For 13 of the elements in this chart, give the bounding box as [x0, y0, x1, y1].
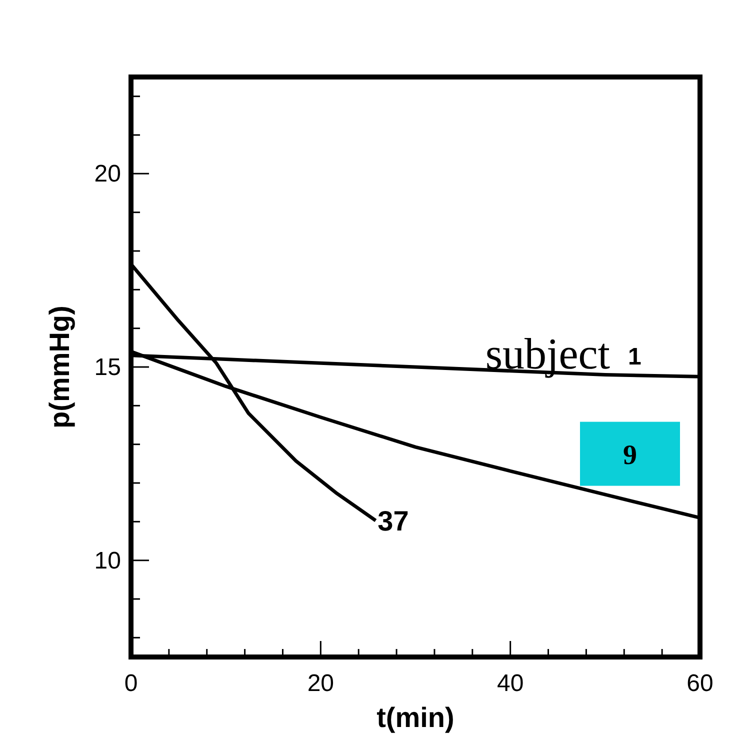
x-axis-title: t(min)	[376, 702, 454, 733]
x-tick-label: 40	[496, 670, 524, 697]
x-tick-label: 20	[307, 670, 334, 697]
y-tick-label: 15	[94, 354, 121, 381]
series-label: 1	[628, 344, 642, 371]
y-tick-label: 20	[94, 160, 121, 188]
y-tick-label: 10	[94, 547, 121, 574]
series-label: 9	[623, 440, 637, 471]
x-tick-label: 60	[686, 670, 714, 697]
series-label: 37	[378, 506, 409, 537]
y-axis-title: p(mmHg)	[44, 306, 75, 428]
x-tick-label: 0	[124, 670, 138, 697]
annotation: subject	[485, 330, 610, 379]
